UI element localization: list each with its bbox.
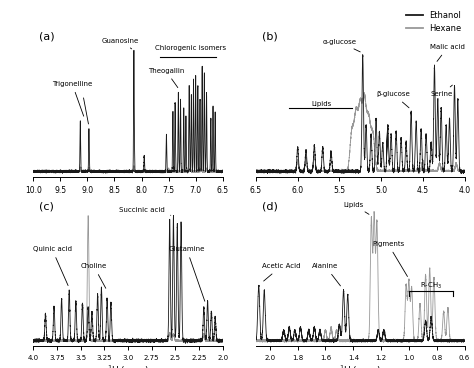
Text: (b): (b) <box>262 32 278 42</box>
Text: (d): (d) <box>262 201 278 211</box>
Text: Serine: Serine <box>430 85 452 98</box>
Text: Alanine: Alanine <box>312 263 340 286</box>
Text: β-glucose: β-glucose <box>377 92 410 108</box>
Text: Lipids: Lipids <box>343 202 369 214</box>
Text: (a): (a) <box>39 32 55 42</box>
Legend: Ethanol, Hexane: Ethanol, Hexane <box>403 8 465 37</box>
X-axis label: $^1$H (ppm): $^1$H (ppm) <box>339 364 382 368</box>
Text: Succinic acid: Succinic acid <box>119 207 171 215</box>
Text: Quinic acid: Quinic acid <box>33 246 72 286</box>
Text: Glutamine: Glutamine <box>169 246 205 301</box>
Text: Pigments: Pigments <box>372 241 408 276</box>
X-axis label: $^1$H (ppm): $^1$H (ppm) <box>107 364 149 368</box>
Text: (c): (c) <box>39 201 54 211</box>
Text: R-CH$_3$: R-CH$_3$ <box>420 281 442 291</box>
Text: Choline: Choline <box>81 263 107 288</box>
X-axis label: $^1$H (ppm): $^1$H (ppm) <box>107 198 149 212</box>
Text: Theogallin: Theogallin <box>148 68 184 88</box>
Text: α-glucose: α-glucose <box>322 39 360 52</box>
Text: Trigonelline: Trigonelline <box>52 81 92 116</box>
Text: Chlorogenic isomers: Chlorogenic isomers <box>155 46 226 52</box>
Text: Acetic Acid: Acetic Acid <box>262 263 300 281</box>
Text: Guanosine: Guanosine <box>101 38 138 49</box>
Text: Malic acid: Malic acid <box>430 44 465 61</box>
X-axis label: $^1$H (ppm): $^1$H (ppm) <box>339 198 382 212</box>
Text: Lipids: Lipids <box>311 101 331 107</box>
